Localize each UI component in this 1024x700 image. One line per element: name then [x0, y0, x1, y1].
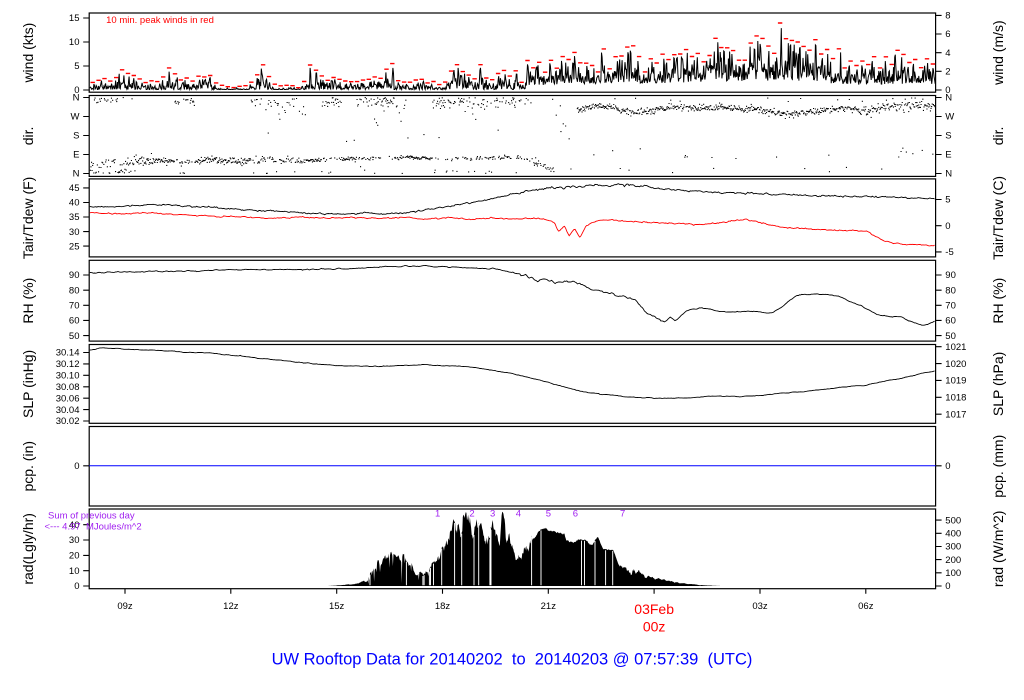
svg-text:200: 200 — [945, 555, 961, 566]
svg-text:1: 1 — [435, 509, 440, 520]
svg-text:2: 2 — [945, 67, 950, 78]
svg-text:300: 300 — [945, 542, 961, 553]
svg-text:N: N — [945, 169, 952, 180]
svg-text:<--- 4.97 MJoules/m^2: <--- 4.97 MJoules/m^2 — [45, 522, 142, 533]
svg-text:10 min. peak winds in red: 10 min. peak winds in red — [106, 15, 214, 26]
svg-text:50: 50 — [945, 331, 956, 342]
svg-text:UW Rooftop Data for 20140202: UW Rooftop Data for 20140202 to 20140203… — [272, 651, 753, 669]
svg-text:30: 30 — [69, 227, 80, 238]
svg-text:4: 4 — [516, 509, 521, 520]
svg-text:0: 0 — [945, 581, 950, 592]
svg-text:0: 0 — [945, 221, 950, 232]
svg-text:30.12: 30.12 — [56, 359, 80, 370]
svg-text:E: E — [73, 150, 79, 161]
svg-text:30.08: 30.08 — [56, 382, 80, 393]
svg-text:15: 15 — [69, 13, 80, 24]
svg-text:S: S — [73, 131, 79, 142]
svg-text:0: 0 — [945, 85, 950, 96]
svg-text:N: N — [945, 93, 952, 104]
svg-text:wind (kts): wind (kts) — [20, 23, 36, 84]
svg-text:00z: 00z — [643, 618, 666, 634]
svg-text:rad (W/m^2): rad (W/m^2) — [990, 511, 1006, 588]
svg-text:0: 0 — [74, 581, 79, 592]
svg-text:18z: 18z — [435, 601, 451, 612]
svg-text:7: 7 — [620, 509, 625, 520]
svg-text:dir.: dir. — [990, 127, 1006, 146]
svg-text:12z: 12z — [223, 601, 239, 612]
svg-text:Sum of previous day: Sum of previous day — [48, 511, 135, 522]
svg-text:40: 40 — [69, 198, 80, 209]
svg-text:30.06: 30.06 — [56, 393, 80, 404]
svg-text:RH (%): RH (%) — [990, 278, 1006, 324]
svg-text:2: 2 — [469, 509, 474, 520]
svg-text:03Feb: 03Feb — [634, 601, 674, 617]
svg-text:15z: 15z — [329, 601, 345, 612]
svg-text:pcp. (mm): pcp. (mm) — [990, 435, 1006, 498]
svg-text:25: 25 — [69, 241, 80, 252]
svg-text:S: S — [945, 131, 951, 142]
svg-text:40: 40 — [69, 520, 80, 531]
svg-text:Tair/Tdew (C): Tair/Tdew (C) — [990, 176, 1006, 260]
svg-text:70: 70 — [69, 300, 80, 311]
svg-text:6: 6 — [573, 509, 578, 520]
svg-text:10: 10 — [69, 37, 80, 48]
svg-text:35: 35 — [69, 212, 80, 223]
svg-text:6: 6 — [945, 29, 950, 40]
svg-text:50: 50 — [69, 331, 80, 342]
svg-text:Tair/Tdew (F): Tair/Tdew (F) — [20, 177, 36, 259]
svg-text:06z: 06z — [858, 601, 874, 612]
svg-text:30.02: 30.02 — [56, 416, 80, 427]
svg-text:wind (m/s): wind (m/s) — [990, 20, 1006, 86]
svg-text:21z: 21z — [541, 601, 557, 612]
svg-text:3: 3 — [490, 509, 495, 520]
svg-text:N: N — [73, 169, 80, 180]
svg-text:RH (%): RH (%) — [20, 278, 36, 324]
svg-text:W: W — [945, 112, 954, 123]
svg-text:0: 0 — [74, 461, 79, 472]
svg-text:400: 400 — [945, 528, 961, 539]
svg-text:20: 20 — [69, 551, 80, 562]
svg-text:60: 60 — [69, 316, 80, 327]
svg-text:60: 60 — [945, 316, 956, 327]
svg-text:80: 80 — [945, 285, 956, 296]
svg-text:N: N — [73, 93, 80, 104]
svg-text:dir.: dir. — [20, 127, 36, 146]
svg-text:rad(Lgly/hr): rad(Lgly/hr) — [20, 513, 36, 585]
svg-text:30: 30 — [69, 535, 80, 546]
svg-text:09z: 09z — [117, 601, 133, 612]
svg-text:5: 5 — [945, 195, 950, 206]
svg-text:500: 500 — [945, 515, 961, 526]
svg-text:30.14: 30.14 — [56, 348, 80, 359]
svg-text:0: 0 — [74, 85, 79, 96]
svg-text:80: 80 — [69, 285, 80, 296]
svg-text:E: E — [945, 150, 951, 161]
svg-text:90: 90 — [945, 270, 956, 281]
svg-text:1021: 1021 — [945, 342, 966, 353]
svg-text:4: 4 — [945, 48, 950, 59]
svg-text:10: 10 — [69, 566, 80, 577]
svg-text:-5: -5 — [945, 247, 953, 258]
svg-text:30.04: 30.04 — [56, 405, 80, 416]
svg-text:45: 45 — [69, 183, 80, 194]
svg-text:30.10: 30.10 — [56, 371, 80, 382]
svg-text:0: 0 — [945, 461, 950, 472]
svg-text:70: 70 — [945, 300, 956, 311]
svg-text:03z: 03z — [752, 601, 768, 612]
svg-text:1020: 1020 — [945, 359, 966, 370]
svg-text:SLP (inHg): SLP (inHg) — [20, 350, 36, 418]
svg-text:1019: 1019 — [945, 376, 966, 387]
svg-text:SLP (hPa): SLP (hPa) — [990, 352, 1006, 416]
svg-text:1017: 1017 — [945, 409, 966, 420]
svg-text:pcp. (in): pcp. (in) — [20, 441, 36, 492]
svg-text:1018: 1018 — [945, 393, 966, 404]
svg-text:90: 90 — [69, 270, 80, 281]
svg-text:8: 8 — [945, 11, 950, 22]
svg-text:5: 5 — [74, 61, 79, 72]
svg-text:W: W — [71, 112, 80, 123]
svg-text:100: 100 — [945, 568, 961, 579]
svg-text:5: 5 — [546, 509, 551, 520]
